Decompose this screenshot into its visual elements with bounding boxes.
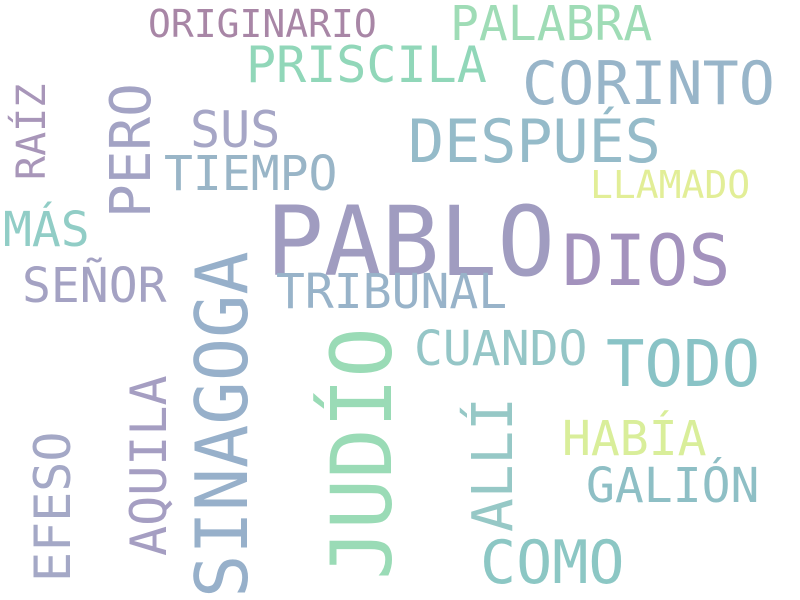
word-pablo: PABLO bbox=[266, 186, 555, 298]
word-todo: TODO bbox=[606, 328, 761, 402]
word-galion: GALIÓN bbox=[586, 458, 760, 514]
word-originario: ORIGINARIO bbox=[148, 2, 377, 46]
word-corinto: CORINTO bbox=[522, 49, 775, 119]
word-aquila: AQUILA bbox=[120, 375, 178, 556]
word-efeso: EFESO bbox=[24, 431, 82, 582]
word-sus: SUS bbox=[190, 101, 281, 159]
word-sinagoga: SINAGOGA bbox=[180, 251, 264, 598]
word-alli: ALLÍ bbox=[461, 397, 526, 532]
word-tiempo: TIEMPO bbox=[164, 146, 338, 202]
word-tribunal: TRIBUNAL bbox=[276, 264, 508, 320]
word-como: COMO bbox=[480, 528, 625, 598]
word-mas: MÁS bbox=[3, 202, 90, 258]
word-raiz: RAÍZ bbox=[9, 83, 55, 180]
word-pero: PERO bbox=[99, 83, 164, 218]
word-senor: SEÑOR bbox=[22, 258, 167, 314]
word-palabra: PALABRA bbox=[450, 0, 653, 52]
word-habia: HABÍA bbox=[562, 411, 707, 467]
word-llamado: LLAMADO bbox=[590, 163, 751, 207]
word-dios: DIOS bbox=[562, 220, 731, 302]
word-despues: DESPUÉS bbox=[408, 107, 661, 177]
word-cuando: CUANDO bbox=[414, 321, 588, 377]
word-priscila: PRISCILA bbox=[246, 36, 487, 94]
word-judio: JUDÍO bbox=[313, 327, 411, 580]
